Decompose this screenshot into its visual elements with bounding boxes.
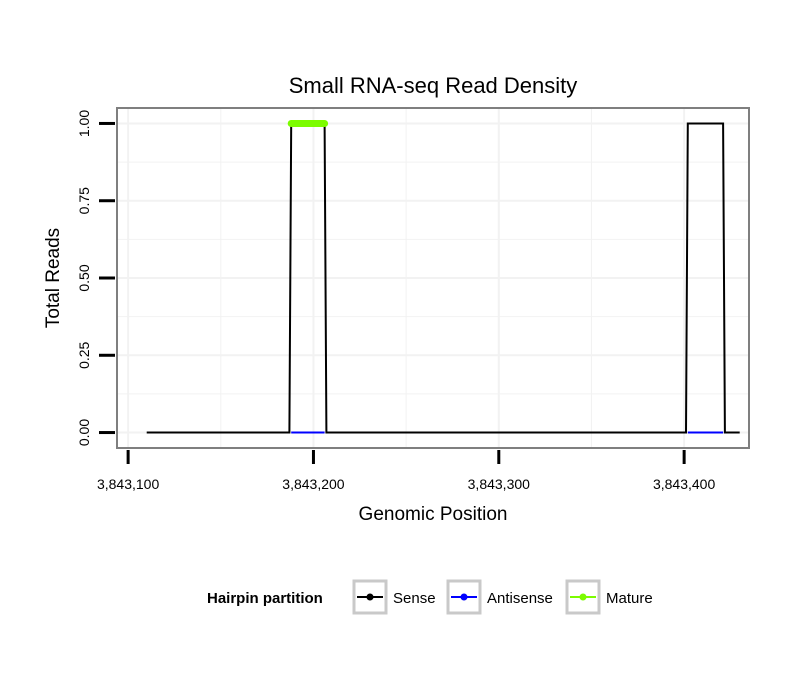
plot-border <box>116 107 750 449</box>
legend-title: Hairpin partition <box>207 590 323 607</box>
legend-label-sense: Sense <box>393 590 436 607</box>
legend-item-mature: Mature <box>565 579 653 615</box>
x-axis-ticks: 3,843,100 3,843,200 3,843,300 3,843,400 <box>97 450 715 492</box>
y-tick-label: 0.00 <box>76 419 92 446</box>
legend-label-antisense: Antisense <box>487 590 553 607</box>
legend-point-sense <box>366 593 374 601</box>
y-tick-label: 1.00 <box>76 110 92 137</box>
series-line-sense <box>146 122 740 434</box>
legend: Hairpin partition Sense Antisense Mature <box>207 579 653 615</box>
legend-point-mature <box>579 593 587 601</box>
y-tick-label: 0.25 <box>76 341 92 368</box>
y-axis-ticks: 0.00 0.25 0.50 0.75 1.00 <box>76 110 115 446</box>
legend-label-mature: Mature <box>606 590 653 607</box>
x-tick-label: 3,843,100 <box>97 476 159 492</box>
chart-title: Small RNA-seq Read Density <box>289 73 578 98</box>
legend-item-antisense: Antisense <box>446 579 553 615</box>
x-tick-label: 3,843,400 <box>653 476 715 492</box>
x-axis-title: Genomic Position <box>359 504 508 525</box>
legend-item-sense: Sense <box>352 579 436 615</box>
x-tick-label: 3,843,200 <box>282 476 344 492</box>
x-tick-label: 3,843,300 <box>468 476 530 492</box>
legend-point-antisense <box>460 593 468 601</box>
y-tick-label: 0.50 <box>76 264 92 291</box>
series-lines <box>146 120 740 434</box>
y-tick-label: 0.75 <box>76 187 92 214</box>
y-axis-title: Total Reads <box>43 228 64 328</box>
